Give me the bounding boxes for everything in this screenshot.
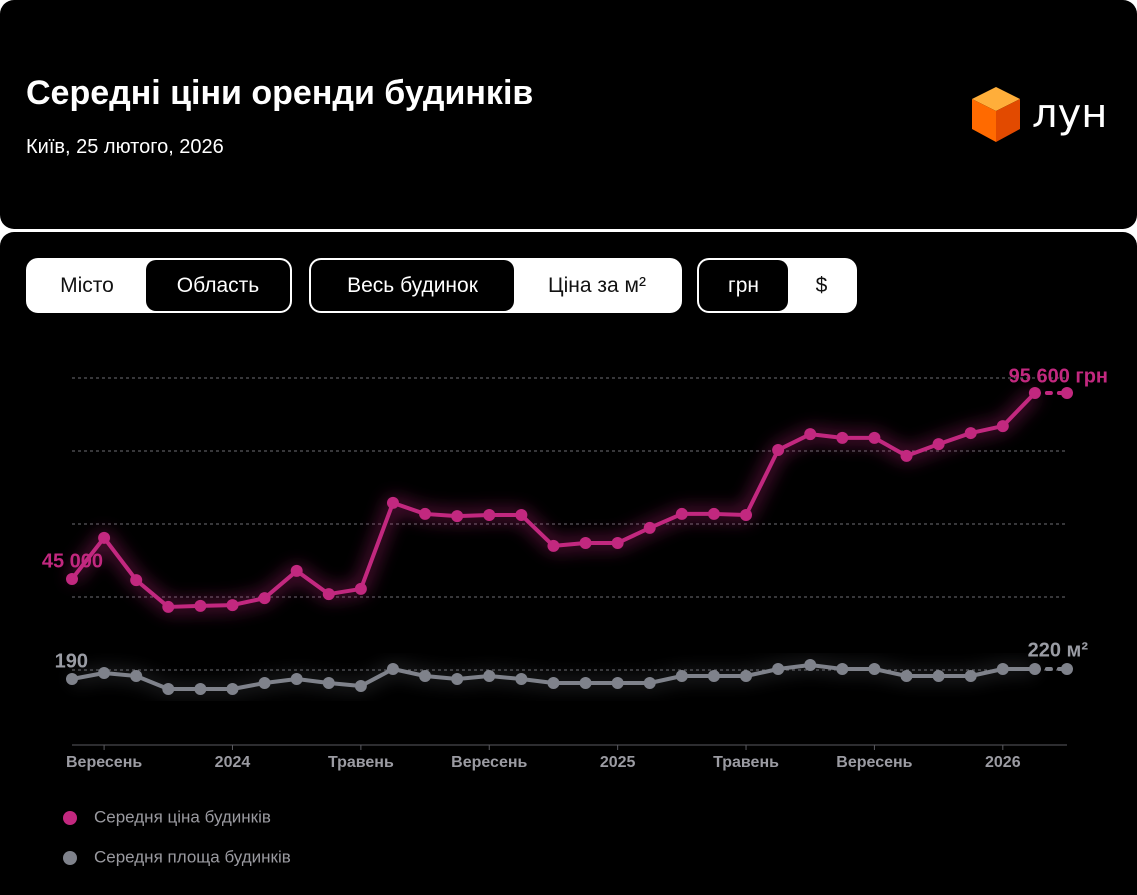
toggle-option[interactable]: Весь будинок: [311, 260, 514, 311]
toggle-option[interactable]: Ціна за м²: [548, 274, 646, 297]
header-card: Середні ціни оренди будинків Київ, 25 лю…: [0, 0, 1137, 229]
subtitle: Київ, 25 лютого, 2026: [26, 136, 224, 158]
toggle-group: Весь будинок Ціна за м²: [309, 258, 682, 313]
logo-text: лун: [1032, 91, 1107, 137]
toggle-option[interactable]: грн: [699, 260, 788, 311]
toggle-option[interactable]: $: [815, 274, 828, 297]
toggle-group: Місто Область: [26, 258, 292, 313]
chart-card: [0, 232, 1137, 895]
toggle-option[interactable]: Місто: [60, 274, 114, 297]
logo: лун: [972, 87, 1107, 142]
toggle-option[interactable]: Область: [146, 260, 290, 311]
title: Середні ціни оренди будинків: [26, 74, 534, 112]
toggle-group: грн $: [697, 258, 857, 313]
